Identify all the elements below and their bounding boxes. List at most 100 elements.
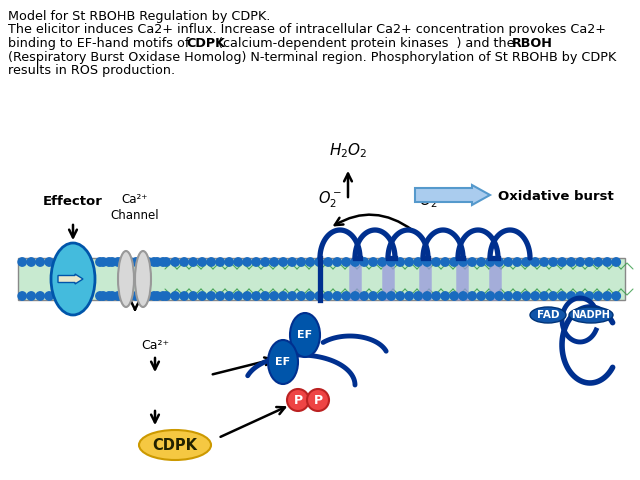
Circle shape [387, 258, 396, 266]
Circle shape [288, 292, 296, 300]
Circle shape [150, 292, 158, 300]
Text: CDPK: CDPK [186, 37, 225, 50]
Circle shape [387, 292, 396, 300]
Text: The elicitor induces Ca2+ influx. Increase of intracellular Ca2+ concentration p: The elicitor induces Ca2+ influx. Increa… [8, 24, 606, 36]
Circle shape [144, 292, 152, 300]
Circle shape [162, 292, 170, 300]
Circle shape [18, 258, 26, 266]
Circle shape [405, 258, 413, 266]
Circle shape [180, 292, 188, 300]
Circle shape [522, 292, 531, 300]
Circle shape [324, 292, 332, 300]
Circle shape [243, 292, 252, 300]
Text: FAD: FAD [537, 310, 559, 320]
Circle shape [486, 258, 494, 266]
Text: P: P [293, 394, 303, 407]
Circle shape [180, 258, 188, 266]
Circle shape [540, 292, 548, 300]
Circle shape [216, 258, 225, 266]
Circle shape [378, 258, 387, 266]
Circle shape [441, 258, 449, 266]
Circle shape [360, 292, 369, 300]
Circle shape [198, 292, 206, 300]
Circle shape [27, 258, 35, 266]
Circle shape [243, 258, 252, 266]
Circle shape [513, 258, 522, 266]
Circle shape [576, 292, 584, 300]
Circle shape [477, 292, 485, 300]
Text: Ca²⁺: Ca²⁺ [141, 339, 169, 352]
Circle shape [351, 292, 360, 300]
Circle shape [159, 292, 167, 300]
Circle shape [432, 292, 440, 300]
Ellipse shape [569, 307, 613, 323]
Text: (calcium-dependent protein kinases  ) and the: (calcium-dependent protein kinases ) and… [214, 37, 518, 50]
Circle shape [414, 258, 422, 266]
Circle shape [108, 258, 116, 266]
Circle shape [351, 258, 360, 266]
Circle shape [99, 258, 108, 266]
Circle shape [96, 258, 104, 266]
Circle shape [198, 258, 206, 266]
Circle shape [306, 258, 314, 266]
Text: results in ROS production.: results in ROS production. [8, 64, 175, 77]
Circle shape [414, 292, 422, 300]
Circle shape [105, 292, 113, 300]
Circle shape [270, 292, 278, 300]
Text: $H_2O_2$: $H_2O_2$ [329, 141, 367, 160]
Circle shape [159, 258, 167, 266]
Circle shape [513, 292, 522, 300]
Circle shape [36, 258, 44, 266]
Circle shape [576, 258, 584, 266]
Circle shape [459, 258, 467, 266]
Circle shape [567, 292, 575, 300]
Circle shape [585, 258, 593, 266]
Circle shape [522, 258, 531, 266]
Circle shape [486, 292, 494, 300]
Circle shape [270, 258, 278, 266]
Circle shape [234, 258, 243, 266]
Text: Model for St RBOHB Regulation by CDPK.: Model for St RBOHB Regulation by CDPK. [8, 10, 270, 23]
Circle shape [216, 292, 225, 300]
Circle shape [378, 292, 387, 300]
Text: NADPH: NADPH [572, 310, 611, 320]
Circle shape [18, 292, 26, 300]
Circle shape [450, 292, 458, 300]
Circle shape [396, 258, 404, 266]
Circle shape [189, 258, 197, 266]
Circle shape [132, 258, 140, 266]
Circle shape [189, 292, 197, 300]
Circle shape [306, 292, 314, 300]
Circle shape [105, 258, 113, 266]
Ellipse shape [290, 313, 320, 357]
Ellipse shape [268, 340, 298, 384]
Ellipse shape [135, 251, 151, 307]
Circle shape [117, 258, 125, 266]
Circle shape [126, 258, 134, 266]
Circle shape [549, 258, 557, 266]
Text: Effector: Effector [43, 195, 103, 208]
Circle shape [603, 292, 611, 300]
Circle shape [405, 292, 413, 300]
Circle shape [261, 292, 269, 300]
Circle shape [108, 292, 116, 300]
Circle shape [315, 258, 323, 266]
Circle shape [594, 292, 602, 300]
Circle shape [297, 258, 305, 266]
Circle shape [333, 258, 341, 266]
Circle shape [558, 292, 566, 300]
Text: EF: EF [298, 330, 312, 340]
Text: CDPK: CDPK [152, 437, 198, 453]
Text: EF: EF [275, 357, 291, 367]
Circle shape [288, 258, 296, 266]
Text: (Respiratory Burst Oxidase Homolog) N-terminal region. Phosphorylation of St RBO: (Respiratory Burst Oxidase Homolog) N-te… [8, 50, 616, 63]
Circle shape [360, 258, 369, 266]
FancyArrow shape [415, 185, 490, 205]
Circle shape [141, 258, 149, 266]
Circle shape [225, 258, 234, 266]
Circle shape [132, 292, 140, 300]
Circle shape [45, 258, 53, 266]
Circle shape [117, 292, 125, 300]
Circle shape [171, 292, 179, 300]
Circle shape [36, 292, 44, 300]
